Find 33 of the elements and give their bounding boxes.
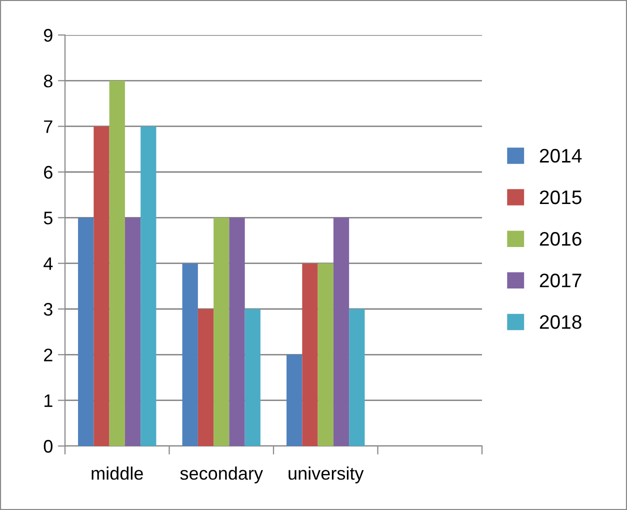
legend-label: 2017 (540, 274, 582, 288)
bar (333, 218, 350, 446)
y-tick-label: 0 (44, 440, 52, 453)
bar (94, 126, 110, 446)
y-tick-label: 8 (44, 74, 52, 88)
x-tick-label: middle (92, 466, 143, 480)
bar (214, 218, 230, 446)
bar (318, 263, 334, 446)
y-tick-label: 3 (44, 302, 52, 316)
bar (182, 263, 198, 446)
bar (244, 309, 260, 446)
y-tick-label: 4 (44, 257, 53, 270)
y-tick-label: 6 (44, 166, 52, 179)
bar (229, 218, 245, 446)
bar (302, 263, 318, 446)
bar (109, 80, 125, 446)
x-tick-label: secondary (180, 466, 263, 484)
bar (349, 309, 365, 446)
x-tick-label: university (288, 466, 364, 484)
y-tick-label: 2 (44, 348, 52, 362)
bar (124, 218, 141, 446)
legend-label: 2016 (540, 232, 582, 246)
legend-label: 2018 (540, 315, 582, 329)
legend-label: 2015 (540, 190, 582, 204)
y-tick-label: 7 (44, 120, 52, 133)
bar (286, 354, 302, 446)
y-tick-label: 5 (44, 212, 52, 224)
bar (78, 218, 94, 446)
y-tick-label: 1 (44, 394, 52, 407)
bar (140, 126, 156, 446)
y-tick-label: 9 (44, 28, 52, 42)
legend-label: 2014 (540, 148, 582, 163)
bar (198, 309, 214, 446)
